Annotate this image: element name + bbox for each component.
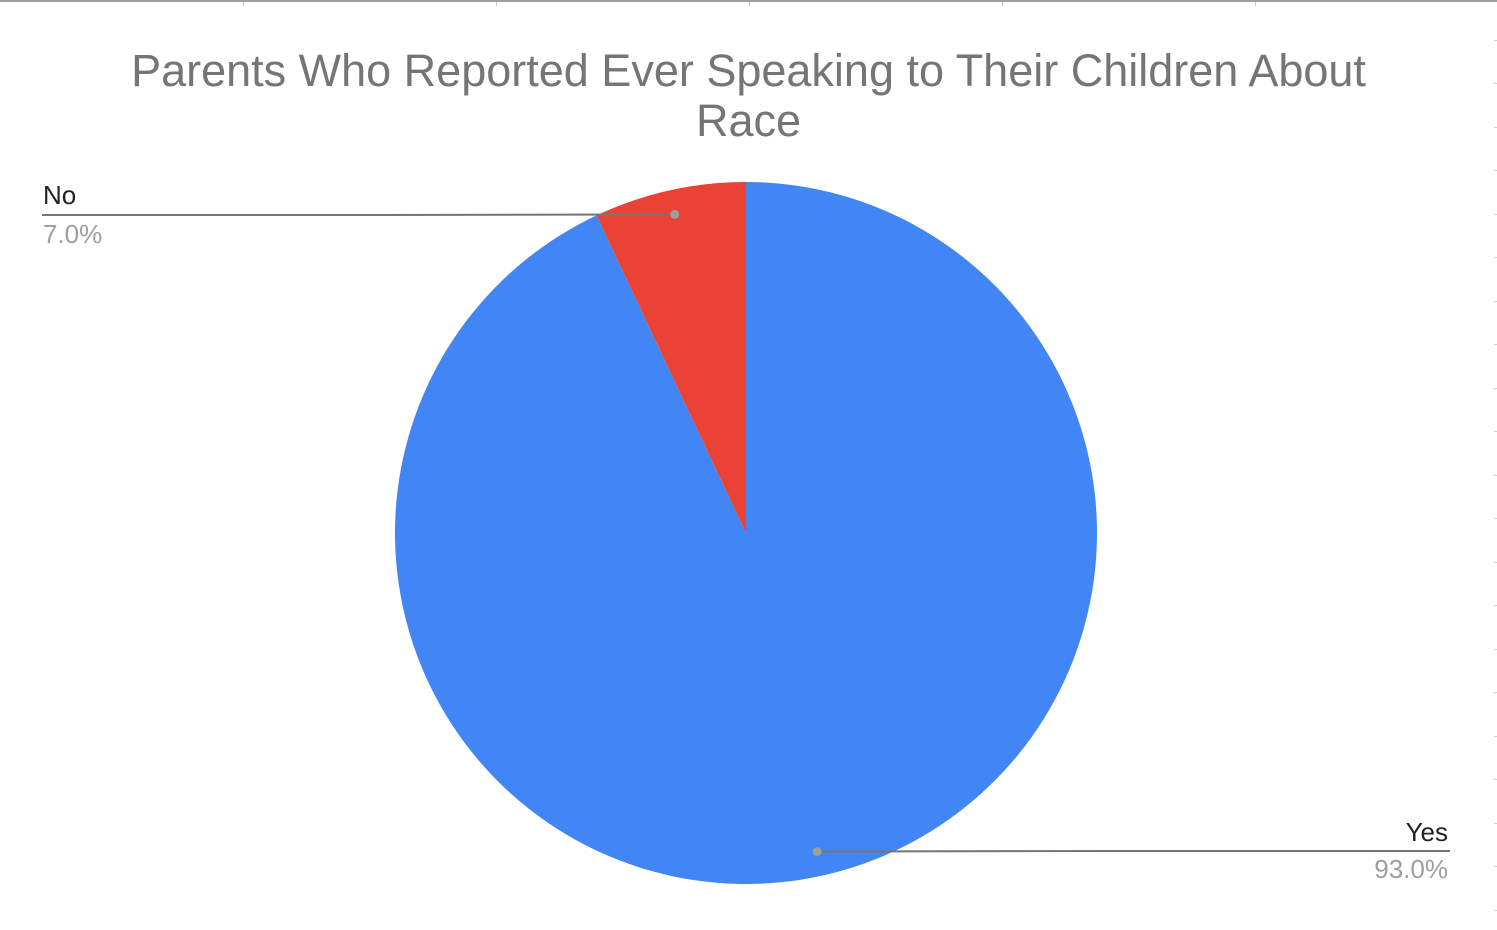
chart-title-line-2: Race bbox=[695, 95, 802, 146]
chart-title-line-1: Parents Who Reported Ever Speaking to Th… bbox=[131, 45, 1366, 96]
slice-label-no: No bbox=[43, 180, 76, 210]
slice-value-yes: 93.0% bbox=[1374, 854, 1448, 884]
slice-labels: Yes 93.0% No 7.0% bbox=[43, 180, 1448, 884]
pie-slices bbox=[394, 182, 1097, 884]
slice-label-yes: Yes bbox=[1406, 817, 1448, 847]
pie-slice-no bbox=[596, 182, 746, 533]
leader-dot-yes bbox=[812, 847, 822, 857]
chart-title: Parents Who Reported Ever Speaking to Th… bbox=[0, 46, 1497, 146]
leader-line-no bbox=[42, 213, 675, 216]
leader-lines bbox=[42, 209, 1450, 857]
slice-value-no: 7.0% bbox=[43, 219, 102, 249]
sheet-top-edge bbox=[0, 0, 1497, 6]
leader-dot-no bbox=[670, 209, 680, 219]
leader-line-yes bbox=[817, 850, 1450, 853]
